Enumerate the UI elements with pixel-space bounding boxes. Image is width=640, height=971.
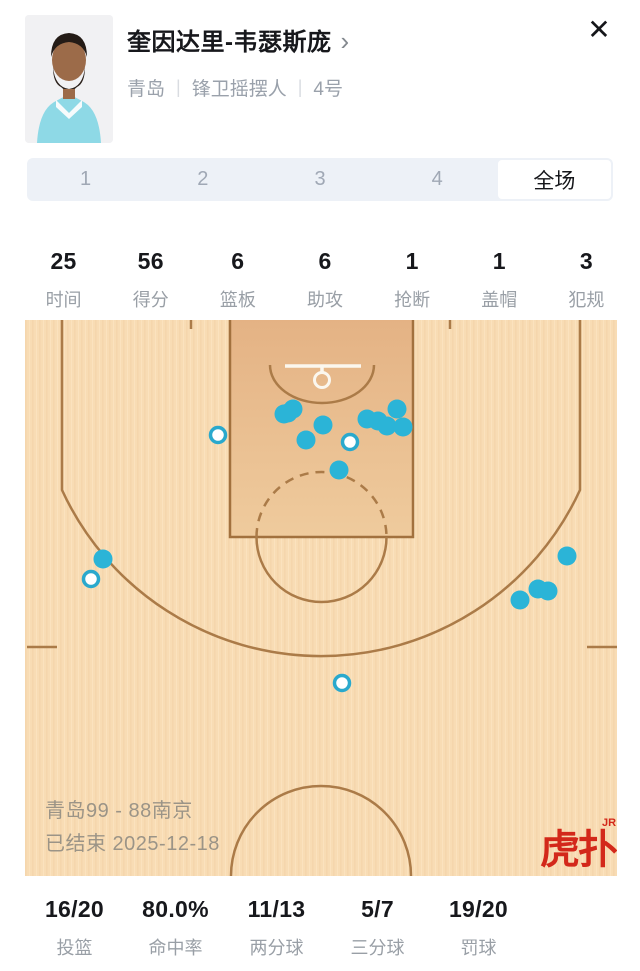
game-score: 青岛99 - 88南京: [45, 799, 193, 822]
box-stats-row: 25 时间 56 得分 6 篮板 6 助攻 1 抢断 1 盖帽 3 犯规: [20, 248, 630, 312]
tab-q2[interactable]: 2: [197, 168, 209, 190]
stat-blocks: 1 盖帽: [456, 248, 543, 312]
shot-made-dot: [510, 590, 530, 610]
shooting-stats-row: 16/20 投篮 80.0% 命中率 11/13 两分球 5/7 三分球 19/…: [24, 896, 630, 960]
shot-made-dot: [313, 415, 333, 435]
shot-missed-dot: [208, 425, 228, 445]
separator: |: [176, 77, 181, 97]
player-name-link[interactable]: 奎因达里-韦瑟斯庞 ›: [127, 22, 349, 57]
shot-made-dot: [377, 416, 397, 436]
hupu-logo: 虎扑: [540, 828, 617, 872]
restricted-area-arc: [268, 364, 376, 405]
stat-free-throws: 19/20 罚球: [428, 896, 529, 960]
center-circle-arc: [229, 784, 413, 877]
shot-made-dot: [393, 417, 413, 437]
player-subtitle: 青岛 | 锋卫摇摆人 | 4号: [127, 74, 343, 101]
stat-label: 篮板: [219, 290, 256, 310]
court-svg: 青岛99 - 88南京 已结束 2025-12-18 虎扑 JR: [25, 315, 620, 877]
hupu-logo-jr-badge: JR: [602, 817, 616, 829]
stat-value: 56: [137, 248, 164, 274]
stat-fouls: 3 犯规: [543, 248, 630, 312]
quarter-tabbar: 1 2 3 4 全场: [27, 158, 613, 201]
shot-chart: 青岛99 - 88南京 已结束 2025-12-18 虎扑 JR: [25, 315, 620, 877]
stat-label: 盖帽: [481, 290, 518, 310]
stat-label: 抢断: [394, 290, 431, 310]
stat-value: 11/13: [247, 896, 306, 922]
tab-q3[interactable]: 3: [314, 168, 326, 190]
rim: [313, 371, 331, 389]
stat-assists: 6 助攻: [281, 248, 368, 312]
stat-two-pointers: 11/13 两分球: [226, 896, 327, 960]
close-icon[interactable]: ✕: [587, 14, 611, 45]
shot-missed-dot: [340, 432, 360, 452]
shots-layer: [81, 399, 577, 693]
stat-three-pointers: 5/7 三分球: [327, 896, 428, 960]
stat-value: 1: [405, 248, 419, 274]
stat-label: 时间: [45, 290, 82, 310]
game-status: 已结束 2025-12-18: [45, 832, 220, 855]
shot-made-dot: [557, 546, 577, 566]
shot-missed-dot: [81, 569, 101, 589]
chevron-right-icon: ›: [340, 25, 350, 56]
shot-missed-dot: [332, 673, 352, 693]
player-photo-placeholder: [25, 15, 113, 143]
stat-points: 56 得分: [107, 248, 194, 312]
stat-label: 得分: [132, 290, 169, 310]
stat-value: 25: [50, 248, 77, 274]
stat-value: 16/20: [44, 896, 105, 922]
tab-q4[interactable]: 4: [431, 168, 443, 190]
tab-q1[interactable]: 1: [80, 168, 92, 190]
stat-label: 投篮: [56, 938, 93, 958]
shot-made-dot: [93, 549, 113, 569]
shot-made-dot: [296, 430, 316, 450]
player-jersey-number: 4号: [313, 79, 343, 100]
stat-label: 犯规: [568, 290, 605, 310]
stat-fg-percentage: 80.0% 命中率: [125, 896, 226, 960]
stat-label: 命中率: [148, 938, 203, 958]
shot-made-dot: [387, 399, 407, 419]
stat-field-goals: 16/20 投篮: [24, 896, 125, 960]
stat-rebounds: 6 篮板: [194, 248, 281, 312]
shot-made-dot: [329, 460, 349, 480]
lane-tick-marks: [189, 320, 452, 329]
stat-value: 80.0%: [142, 896, 209, 922]
stat-label: 助攻: [306, 290, 343, 310]
stat-minutes: 25 时间: [20, 248, 107, 312]
stat-value: 6: [231, 248, 245, 274]
stat-steals: 1 抢断: [369, 248, 456, 312]
shot-made-dot: [538, 581, 558, 601]
stat-label: 两分球: [249, 938, 304, 958]
stat-label: 罚球: [460, 938, 497, 958]
tab-full-game[interactable]: 全场: [497, 160, 612, 199]
stat-value: 3: [579, 248, 593, 274]
player-avatar[interactable]: [25, 15, 113, 143]
free-throw-circle-bottom: [255, 536, 388, 604]
stat-value: 1: [492, 248, 506, 274]
player-team: 青岛: [127, 79, 166, 100]
separator: |: [297, 77, 303, 97]
shot-made-dot: [278, 403, 298, 423]
free-throw-circle-top: [255, 470, 388, 538]
three-point-line: [60, 320, 582, 658]
stat-value: 5/7: [361, 896, 394, 922]
player-name: 奎因达里-韦瑟斯庞: [127, 29, 332, 56]
stat-label: 三分球: [350, 938, 405, 958]
stat-value: 19/20: [448, 896, 509, 922]
player-position: 锋卫摇摆人: [191, 79, 287, 100]
stat-value: 6: [318, 248, 332, 274]
